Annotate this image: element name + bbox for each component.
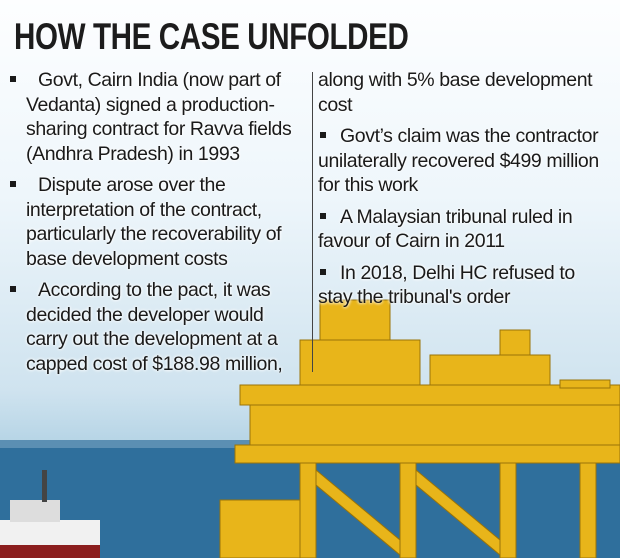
right-column: along with 5% base development cost Govt…: [318, 68, 614, 317]
bullet: In 2018, Delhi HC refused to stay the tr…: [318, 261, 614, 310]
bullet: Govt, Cairn India (now part of Vedanta) …: [8, 68, 308, 166]
column-divider: [312, 72, 313, 372]
bullet: A Malaysian tribunal ruled in favour of …: [318, 205, 614, 254]
bullet: According to the pact, it was decided th…: [8, 278, 308, 376]
title: HOW THE CASE UNFOLDED: [14, 16, 409, 57]
platform: [219, 299, 620, 558]
supply-vessel: [0, 470, 100, 558]
continuation: along with 5% base development cost: [318, 69, 593, 116]
left-column: Govt, Cairn India (now part of Vedanta) …: [8, 68, 308, 383]
bullet: Dispute arose over the interpretation of…: [8, 173, 308, 271]
bullet: Govt’s claim was the contractor unilater…: [318, 124, 614, 198]
